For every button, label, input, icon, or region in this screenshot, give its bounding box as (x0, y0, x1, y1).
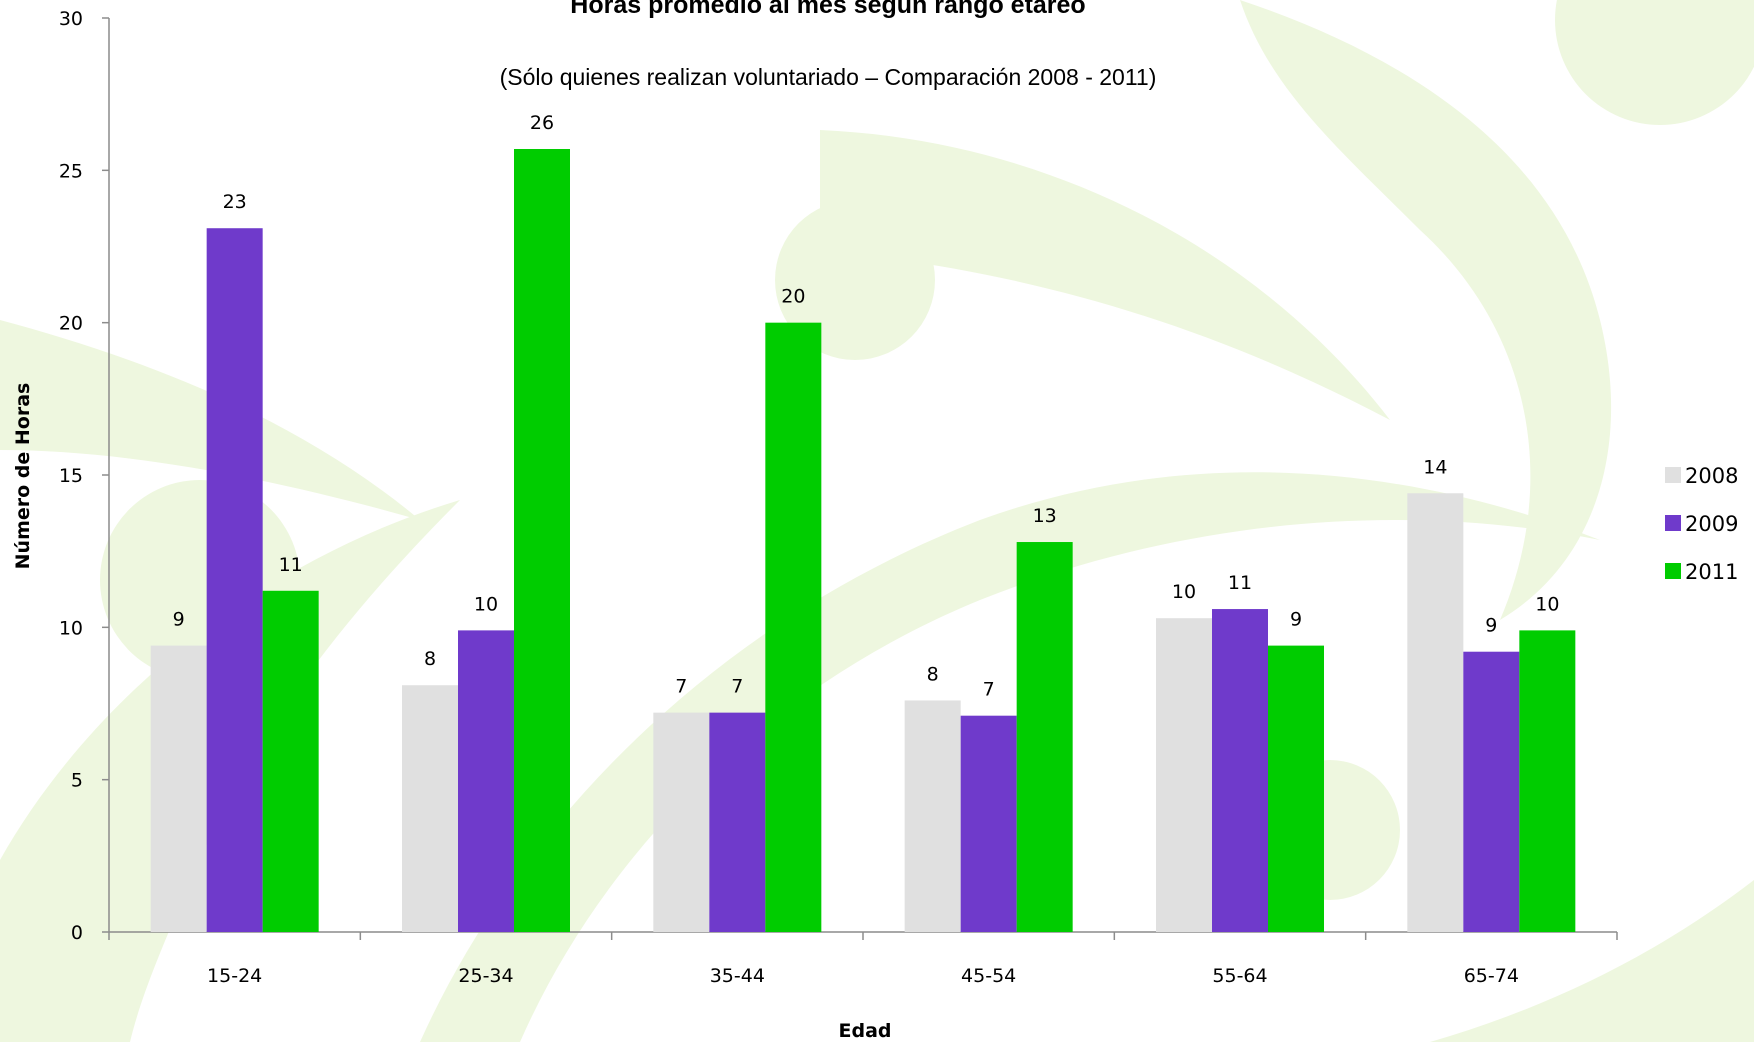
bar-2009-25-34 (458, 630, 514, 932)
legend-swatch-2008 (1665, 467, 1681, 483)
data-label: 11 (279, 554, 303, 576)
x-tick-label: 55-64 (1212, 965, 1267, 987)
bar-2011-55-64 (1268, 645, 1324, 932)
y-tick-label: 25 (59, 160, 83, 182)
data-label: 26 (530, 112, 554, 134)
legend-swatch-2009 (1665, 515, 1681, 531)
data-label: 8 (927, 663, 939, 685)
y-tick-label: 20 (59, 313, 83, 335)
bar-2009-15-24 (206, 228, 263, 933)
bar-2008-15-24 (150, 645, 207, 932)
data-label: 13 (1033, 505, 1057, 527)
data-label: 9 (1290, 609, 1302, 631)
chart-legend: 2008 2009 2011 (1665, 464, 1738, 584)
bar-2011-25-34 (514, 149, 570, 933)
data-label: 10 (474, 593, 498, 615)
bar-2009-45-54 (960, 715, 1017, 932)
bar-2009-65-74 (1463, 651, 1520, 932)
bar-2008-55-64 (1156, 618, 1212, 932)
bar-2008-25-34 (402, 685, 458, 932)
bar-2008-65-74 (1407, 493, 1464, 932)
y-tick-label: 10 (59, 617, 83, 639)
bar-2009-35-44 (709, 712, 766, 932)
y-tick-label: 0 (71, 922, 83, 944)
chart-subtitle: (Sólo quienes realizan voluntariado – Co… (500, 64, 1157, 90)
legend-swatch-2011 (1665, 563, 1681, 579)
chart-data-labels: 9 23 11 8 10 26 7 7 20 8 7 13 10 11 9 14 9 10 (173, 112, 1560, 701)
bar-2011-65-74 (1519, 630, 1576, 932)
x-axis-title: Edad (838, 1020, 891, 1042)
y-axis-title: Número de Horas (12, 383, 34, 570)
legend-label-2008: 2008 (1685, 464, 1738, 488)
data-label: 20 (781, 286, 805, 308)
data-label: 9 (1485, 615, 1497, 637)
x-tick-label: 15-24 (207, 965, 262, 987)
bar-2011-45-54 (1016, 542, 1073, 932)
x-tick-label: 35-44 (710, 965, 765, 987)
bar-2008-35-44 (653, 712, 710, 932)
bar-2011-15-24 (262, 590, 319, 932)
data-label: 7 (983, 679, 995, 701)
legend-label-2009: 2009 (1685, 512, 1738, 536)
x-tick-label: 65-74 (1464, 965, 1519, 987)
chart-title: Horas promedio al mes según rango etareo (570, 0, 1085, 19)
y-tick-label: 30 (59, 8, 83, 30)
data-label: 14 (1423, 456, 1447, 478)
data-label: 7 (731, 676, 743, 698)
chart-bars (150, 149, 1576, 933)
legend-label-2011: 2011 (1685, 560, 1738, 584)
y-tick-label: 5 (71, 770, 83, 792)
bar-2011-35-44 (765, 322, 822, 933)
bar-2009-55-64 (1212, 609, 1268, 932)
data-label: 8 (424, 648, 436, 670)
x-tick-label: 25-34 (458, 965, 513, 987)
data-label: 10 (1172, 581, 1196, 603)
chart-axes: 0 5 10 15 20 25 30 15-24 25-34 35-44 45-54 55-64 65-… (59, 8, 1618, 987)
data-label: 23 (223, 191, 247, 213)
data-label: 11 (1228, 572, 1252, 594)
x-tick-label: 45-54 (961, 965, 1016, 987)
bar-2008-45-54 (904, 700, 961, 932)
y-tick-label: 15 (59, 465, 83, 487)
data-label: 9 (173, 609, 185, 631)
data-label: 10 (1535, 593, 1559, 615)
data-label: 7 (675, 676, 687, 698)
